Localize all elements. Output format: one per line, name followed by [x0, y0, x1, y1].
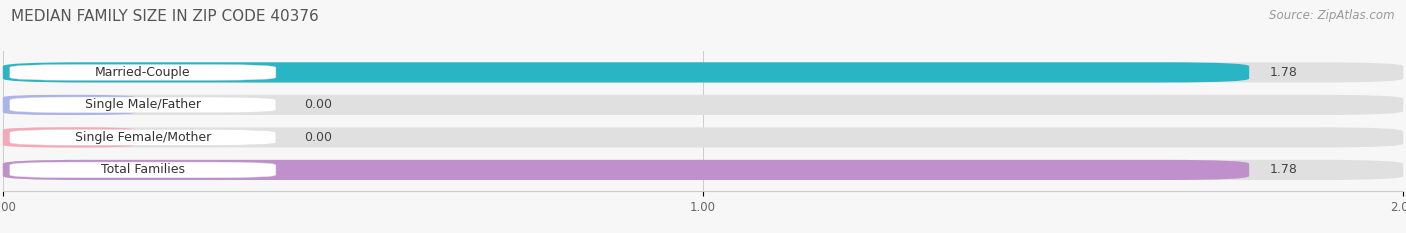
- FancyBboxPatch shape: [3, 160, 1403, 180]
- Text: Single Female/Mother: Single Female/Mother: [75, 131, 211, 144]
- FancyBboxPatch shape: [3, 160, 1249, 180]
- FancyBboxPatch shape: [3, 95, 136, 115]
- FancyBboxPatch shape: [10, 130, 276, 145]
- FancyBboxPatch shape: [10, 97, 276, 113]
- Text: MEDIAN FAMILY SIZE IN ZIP CODE 40376: MEDIAN FAMILY SIZE IN ZIP CODE 40376: [11, 9, 319, 24]
- FancyBboxPatch shape: [10, 162, 276, 178]
- Text: Married-Couple: Married-Couple: [96, 66, 191, 79]
- Text: Source: ZipAtlas.com: Source: ZipAtlas.com: [1270, 9, 1395, 22]
- FancyBboxPatch shape: [3, 127, 1403, 147]
- Text: Total Families: Total Families: [101, 163, 184, 176]
- FancyBboxPatch shape: [10, 65, 276, 80]
- Text: Single Male/Father: Single Male/Father: [84, 98, 201, 111]
- FancyBboxPatch shape: [3, 127, 136, 147]
- Text: 1.78: 1.78: [1270, 163, 1298, 176]
- FancyBboxPatch shape: [3, 62, 1403, 82]
- Text: 1.78: 1.78: [1270, 66, 1298, 79]
- FancyBboxPatch shape: [3, 95, 1403, 115]
- Text: 0.00: 0.00: [304, 98, 332, 111]
- FancyBboxPatch shape: [3, 62, 1249, 82]
- Text: 0.00: 0.00: [304, 131, 332, 144]
